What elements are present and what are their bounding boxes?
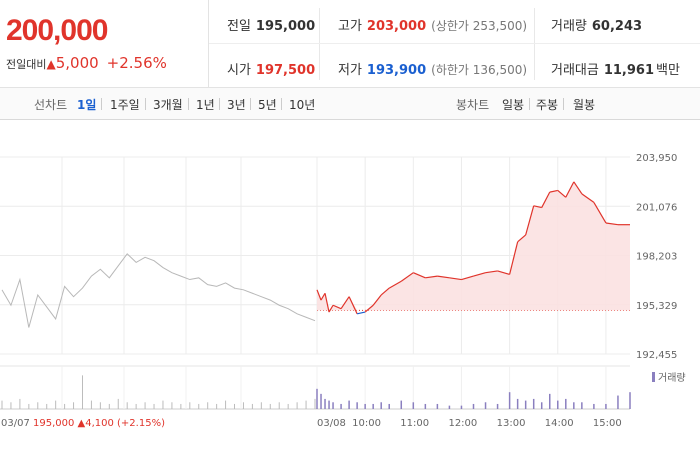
stats-divider bbox=[534, 8, 535, 80]
price-line-segment bbox=[581, 193, 595, 203]
prev-day-note: 03/07 195,000 ▲4,100 (+2.15%) bbox=[1, 418, 165, 429]
stat-trade-value: 거래대금 11,961 백만 bbox=[551, 63, 680, 78]
price-change: 전일대비▲5,000 +2.56% bbox=[6, 54, 167, 72]
price-line-segment bbox=[364, 304, 374, 313]
up-arrow-icon: ▲ bbox=[46, 57, 56, 71]
tab-separator bbox=[281, 98, 282, 110]
x-tick-label: 03/08 bbox=[317, 418, 346, 429]
stat-low: 저가 193,900 (하한가 136,500) bbox=[338, 63, 528, 78]
tab-3m[interactable]: 3개월 bbox=[153, 98, 183, 112]
candle-chart-label: 봉차트 bbox=[456, 98, 490, 112]
price-line-segment bbox=[437, 275, 450, 279]
tab-monthly-candle[interactable]: 월봉 bbox=[573, 98, 596, 112]
quote-stats: 전일 195,000 고가 203,000 (상한가 253,500) 거래량 60,2… bbox=[209, 0, 700, 87]
stats-divider bbox=[319, 8, 320, 80]
price-line-segment bbox=[380, 287, 390, 296]
line-chart-label: 선차트 bbox=[34, 98, 68, 112]
tab-5y[interactable]: 5년 bbox=[258, 98, 277, 112]
tab-3y[interactable]: 3년 bbox=[227, 98, 246, 112]
tab-separator bbox=[563, 98, 564, 110]
price-line-segment bbox=[449, 277, 462, 281]
tab-separator bbox=[250, 98, 251, 110]
stat-open: 시가 197,500 bbox=[227, 63, 316, 78]
price-line-segment bbox=[348, 296, 358, 315]
x-tick-label: 15:00 bbox=[593, 418, 622, 429]
price-line-segment bbox=[497, 270, 510, 275]
price-line-segment bbox=[509, 241, 519, 275]
price-line-segment bbox=[413, 272, 426, 279]
volume-legend-label: 거래량 bbox=[658, 372, 686, 384]
y-tick-label: 201,076 bbox=[636, 202, 677, 213]
price-line-segment bbox=[517, 234, 527, 243]
tab-10y[interactable]: 10년 bbox=[289, 98, 316, 112]
price-line-segment bbox=[328, 304, 334, 313]
price-line-segment bbox=[557, 189, 567, 198]
current-price-box: 200,000 전일대비▲5,000 +2.56% bbox=[0, 0, 209, 87]
current-price: 200,000 bbox=[6, 14, 108, 47]
price-line-segment bbox=[332, 304, 342, 310]
stat-high: 고가 203,000 (상한가 253,500) bbox=[338, 19, 528, 34]
price-area-fill bbox=[317, 181, 630, 311]
price-line-segment bbox=[388, 280, 402, 289]
tab-1y[interactable]: 1년 bbox=[196, 98, 215, 112]
x-tick-label: 11:00 bbox=[400, 418, 429, 429]
tab-separator bbox=[219, 98, 220, 110]
price-line-segment bbox=[400, 272, 414, 282]
tab-daily-candle[interactable]: 일봉 bbox=[502, 98, 525, 112]
stats-divider bbox=[209, 43, 700, 44]
x-tick-label: 12:00 bbox=[448, 418, 477, 429]
y-tick-label: 195,329 bbox=[636, 301, 677, 312]
chart-tabs: 선차트 1일 1주일 3개월 1년 3년 5년 10년 봉차트 일봉 주봉 월봉 bbox=[0, 88, 700, 120]
y-tick-label: 203,950 bbox=[636, 153, 677, 164]
price-line-segment bbox=[372, 294, 382, 306]
price-line-segment bbox=[461, 275, 474, 281]
x-tick-label: 10:00 bbox=[352, 418, 381, 429]
tab-separator bbox=[188, 98, 189, 110]
price-line-segment bbox=[541, 191, 551, 208]
price-line-segment bbox=[525, 205, 535, 236]
price-line-segment bbox=[320, 292, 326, 301]
stat-volume: 거래량 60,243 bbox=[551, 19, 643, 34]
price-line-segment bbox=[357, 311, 366, 315]
x-tick-label: 13:00 bbox=[497, 418, 526, 429]
volume-legend-swatch bbox=[652, 372, 655, 382]
change-label: 전일대비 bbox=[6, 58, 47, 71]
tab-separator bbox=[101, 98, 102, 110]
price-line-segment bbox=[340, 296, 350, 310]
price-line-segment bbox=[593, 202, 607, 224]
price-line-segment bbox=[316, 289, 322, 301]
price-line-segment bbox=[549, 189, 558, 193]
tab-separator bbox=[145, 98, 146, 110]
tab-weekly-candle[interactable]: 주봉 bbox=[536, 98, 559, 112]
change-percent: +2.56% bbox=[106, 54, 167, 72]
price-line-segment bbox=[573, 181, 583, 195]
price-line-segment bbox=[473, 272, 486, 277]
x-tick-label: 14:00 bbox=[545, 418, 574, 429]
price-line-segment bbox=[605, 222, 619, 226]
quote-header: 200,000 전일대비▲5,000 +2.56% 전일 195,000 고가 203… bbox=[0, 0, 700, 88]
stat-prev-close: 전일 195,000 bbox=[227, 19, 316, 34]
price-line-segment bbox=[324, 293, 330, 313]
price-line-segment bbox=[485, 270, 498, 274]
price-line-segment bbox=[565, 181, 575, 198]
price-line-segment bbox=[425, 275, 438, 279]
tab-1w[interactable]: 1주일 bbox=[110, 98, 140, 112]
y-tick-label: 192,455 bbox=[636, 350, 677, 361]
change-amount: 5,000 bbox=[55, 54, 99, 72]
price-line-segment bbox=[533, 205, 542, 209]
tab-separator bbox=[529, 98, 530, 110]
y-tick-label: 198,203 bbox=[636, 252, 677, 263]
tab-1d[interactable]: 1일 bbox=[77, 98, 97, 112]
prev-day-line bbox=[1, 253, 316, 328]
